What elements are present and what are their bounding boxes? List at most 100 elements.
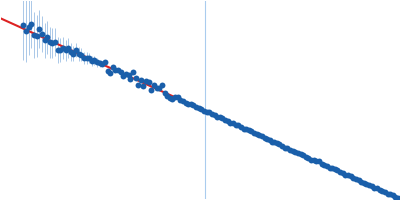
Point xyxy=(384,192,391,196)
Point xyxy=(219,117,225,120)
Point xyxy=(177,98,183,101)
Point xyxy=(201,109,207,112)
Point xyxy=(378,189,385,192)
Point xyxy=(324,164,330,168)
Point xyxy=(111,68,118,71)
Point xyxy=(276,143,283,146)
Point xyxy=(119,75,126,78)
Point xyxy=(363,182,369,185)
Point xyxy=(368,184,375,188)
Point xyxy=(65,47,71,50)
Point xyxy=(366,184,372,187)
Point xyxy=(172,96,178,99)
Point xyxy=(23,29,30,33)
Point xyxy=(169,97,175,100)
Point xyxy=(248,130,254,133)
Point xyxy=(287,148,294,151)
Point xyxy=(226,121,233,124)
Point xyxy=(52,41,58,44)
Point xyxy=(392,196,398,199)
Point xyxy=(57,48,63,52)
Point xyxy=(327,166,333,169)
Point xyxy=(73,48,79,52)
Point xyxy=(196,106,202,109)
Point xyxy=(133,77,140,80)
Point xyxy=(232,123,239,126)
Point xyxy=(390,194,396,197)
Point xyxy=(206,110,212,114)
Point xyxy=(47,41,53,44)
Point xyxy=(394,196,400,199)
Point xyxy=(140,85,146,88)
Point xyxy=(279,144,286,148)
Point xyxy=(303,155,310,158)
Point xyxy=(295,151,302,154)
Point xyxy=(148,88,154,92)
Point xyxy=(350,177,356,180)
Point xyxy=(156,86,162,89)
Point xyxy=(254,132,260,136)
Point xyxy=(337,171,343,174)
Point xyxy=(332,168,338,171)
Point xyxy=(39,32,45,36)
Point xyxy=(114,69,121,72)
Point xyxy=(198,107,204,110)
Point xyxy=(125,73,132,77)
Point xyxy=(282,146,289,149)
Point xyxy=(311,159,318,162)
Point xyxy=(356,179,362,182)
Point xyxy=(284,147,290,150)
Point xyxy=(258,134,265,138)
Point xyxy=(26,26,32,29)
Point xyxy=(204,110,210,113)
Point xyxy=(167,97,174,100)
Point xyxy=(135,84,142,87)
Point xyxy=(159,83,166,87)
Point xyxy=(98,62,105,65)
Point xyxy=(234,123,241,127)
Point xyxy=(329,166,335,169)
Point xyxy=(308,158,314,161)
Point xyxy=(386,193,393,196)
Point xyxy=(290,149,296,153)
Point xyxy=(106,71,113,74)
Point xyxy=(305,156,312,159)
Point xyxy=(94,61,100,64)
Point xyxy=(225,119,231,123)
Point xyxy=(180,99,186,103)
Point xyxy=(321,163,327,166)
Point xyxy=(358,180,364,183)
Point xyxy=(269,140,276,144)
Point xyxy=(36,27,42,31)
Point xyxy=(90,58,97,62)
Point xyxy=(209,112,215,116)
Point xyxy=(298,152,304,155)
Point xyxy=(185,102,191,105)
Point xyxy=(222,118,228,121)
Point xyxy=(193,105,199,108)
Point xyxy=(316,160,322,163)
Point xyxy=(261,136,268,140)
Point xyxy=(42,39,48,42)
Point xyxy=(361,182,367,185)
Point xyxy=(20,23,26,26)
Point xyxy=(70,52,76,55)
Point xyxy=(313,159,319,163)
Point xyxy=(370,186,377,189)
Point xyxy=(55,48,61,52)
Point xyxy=(334,169,340,172)
Point xyxy=(28,22,34,25)
Point xyxy=(230,122,236,125)
Point xyxy=(250,131,257,135)
Point xyxy=(300,154,306,157)
Point xyxy=(382,190,388,193)
Point xyxy=(217,116,223,119)
Point xyxy=(34,34,40,38)
Point xyxy=(374,186,380,189)
Point xyxy=(376,189,383,192)
Point xyxy=(271,141,278,144)
Point xyxy=(122,72,129,76)
Point xyxy=(292,150,298,153)
Point xyxy=(183,101,189,104)
Point xyxy=(84,56,90,60)
